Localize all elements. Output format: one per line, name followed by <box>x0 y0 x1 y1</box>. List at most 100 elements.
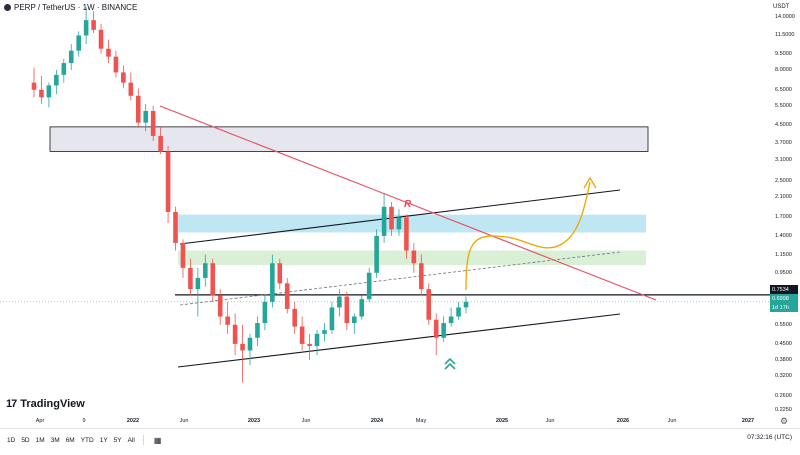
utc-clock[interactable]: 07:32:16 (UTC) <box>747 434 792 441</box>
upper-grey-zone <box>49 126 649 152</box>
symbol-title[interactable]: PERP / TetherUS · 1W · BINANCE <box>4 3 137 12</box>
downtrend-line <box>159 105 657 301</box>
candle-body <box>299 326 305 344</box>
candle-body <box>366 272 372 300</box>
countdown-badge: 1d 17h <box>770 303 798 312</box>
y-tick-label: 4.5000 <box>775 121 792 128</box>
y-tick-label: 9.5000 <box>775 50 792 57</box>
candle-body <box>210 263 216 296</box>
candle-body <box>411 250 417 264</box>
candle-body <box>98 29 104 49</box>
timeframe-5d[interactable]: 5D <box>21 436 30 444</box>
y-tick-label: 0.4500 <box>775 340 792 347</box>
candle-body <box>91 20 96 30</box>
candle-body <box>150 110 156 136</box>
resistance-label: R <box>404 199 412 210</box>
y-tick-label: 8.0000 <box>775 66 792 73</box>
x-tick-label: 2022 <box>126 418 140 424</box>
projection-path <box>465 181 591 291</box>
candle-body <box>173 211 178 243</box>
symbol-logo-icon <box>4 4 11 11</box>
x-tick-label: Jun <box>179 418 189 424</box>
candle-body <box>329 307 335 331</box>
tradingview-logo[interactable]: 17 TradingView <box>6 398 85 410</box>
y-tick-label: 1.7000 <box>775 214 792 221</box>
x-tick-label: Jun <box>301 418 311 424</box>
y-tick-label: 14.0000 <box>775 13 795 20</box>
candle-body <box>270 263 275 302</box>
candle-body <box>307 343 312 347</box>
y-tick-label: 0.9500 <box>775 269 792 276</box>
y-tick-label: 0.2250 <box>775 406 792 413</box>
y-tick-label: 3.1000 <box>775 157 792 164</box>
timeframe-3m[interactable]: 3M <box>50 436 60 444</box>
candle-body <box>351 316 357 324</box>
candle-body <box>76 35 81 51</box>
x-tick-label: May <box>415 418 427 424</box>
candle-body <box>456 307 461 317</box>
x-tick-label: 2026 <box>616 418 630 424</box>
candle-body <box>433 319 439 338</box>
last-price-value: 0.7534 <box>772 286 789 293</box>
timeframe-1m[interactable]: 1M <box>35 436 45 444</box>
candle-body <box>359 299 365 317</box>
blue-resistance-zone <box>178 214 646 233</box>
candle-body <box>203 263 208 278</box>
x-tick-label: 2024 <box>370 418 384 424</box>
candle-body <box>232 324 238 344</box>
candle-body <box>284 283 290 309</box>
candle-body <box>463 301 469 308</box>
x-tick-label: Jun <box>667 418 677 424</box>
candle-body <box>448 316 454 324</box>
candle-body <box>344 296 350 324</box>
timeframe-ytd[interactable]: YTD <box>80 436 94 444</box>
candle-body <box>121 72 126 83</box>
candle-body <box>426 289 432 320</box>
bottom-toolbar: 1D 5D 1M 3M 6M YTD 1Y 5Y All ▦ <box>0 428 800 451</box>
tradingview-logo-text: TradingView <box>20 398 85 410</box>
candle-body <box>188 267 193 290</box>
candle-body <box>158 135 163 152</box>
x-tick-label: 2027 <box>741 418 755 424</box>
timeframe-all[interactable]: All <box>127 436 135 444</box>
candle-body <box>337 296 342 308</box>
timeframe-5y[interactable]: 5Y <box>113 436 122 444</box>
timeframe-1y[interactable]: 1Y <box>99 436 108 444</box>
candle-body <box>247 337 253 351</box>
timeframe-1d[interactable]: 1D <box>7 436 16 444</box>
candle-body <box>165 151 171 212</box>
y-tick-label: 0.3200 <box>775 373 792 380</box>
x-tick-label: 2025 <box>495 418 509 424</box>
x-tick-label: Apr <box>35 418 45 424</box>
x-tick-label: 2023 <box>247 418 261 424</box>
candle-body <box>240 343 245 351</box>
current-price-value: 0.6998 <box>772 295 789 302</box>
channel-upper-line <box>179 189 621 245</box>
candle-body <box>381 206 387 236</box>
candle-body <box>255 323 260 338</box>
y-tick-label: 3.7000 <box>775 140 792 147</box>
candle-body <box>39 89 44 98</box>
double-chevron-up-icon <box>444 357 456 370</box>
timeframe-6m[interactable]: 6M <box>65 436 75 444</box>
candle-body <box>322 330 327 334</box>
y-tick-label: 11.5000 <box>775 32 795 39</box>
candle-body <box>441 323 446 338</box>
candle-body <box>292 308 297 327</box>
currency-label[interactable]: USDT <box>773 4 790 10</box>
channel-lower-line <box>177 313 621 368</box>
candle-body <box>314 333 320 347</box>
y-tick-label: 0.2600 <box>775 393 792 400</box>
calendar-icon[interactable]: ▦ <box>153 435 162 445</box>
symbol-title-text: PERP / TetherUS · 1W · BINANCE <box>14 3 138 12</box>
candle-body <box>195 277 201 290</box>
candle-body <box>113 56 119 73</box>
candle-body <box>374 235 379 273</box>
gear-icon[interactable]: ⚙ <box>780 416 789 426</box>
candle-body <box>68 50 74 64</box>
current-price-badge: 0.6998 <box>770 294 798 303</box>
candle-body <box>396 217 402 230</box>
candle-body <box>83 20 89 36</box>
